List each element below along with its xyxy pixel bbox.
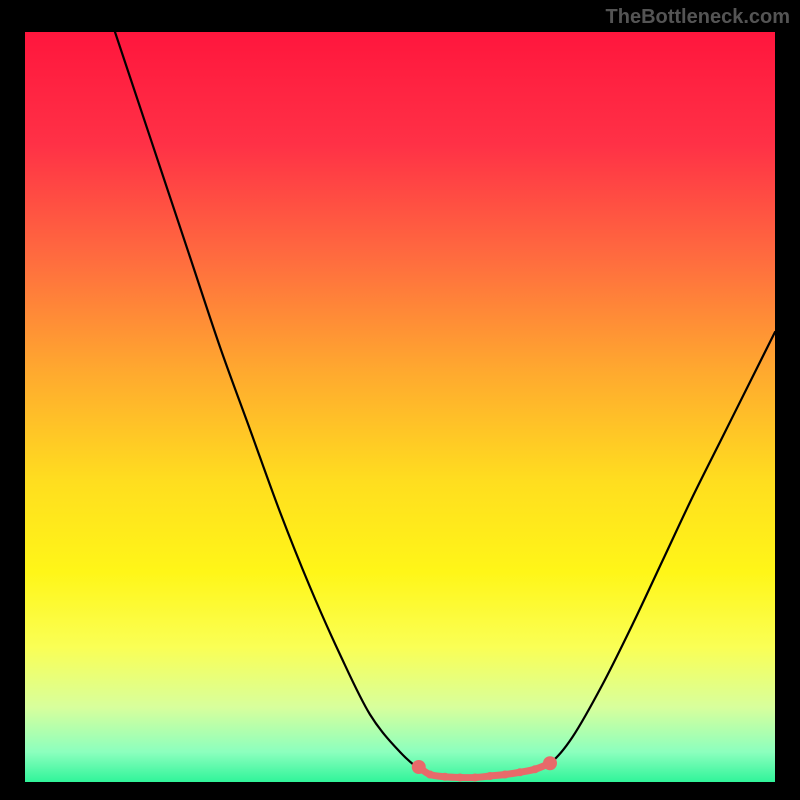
watermark-text: TheBottleneck.com	[606, 6, 790, 29]
chart-container: TheBottleneck.com	[0, 0, 800, 800]
highlight-marker	[456, 774, 464, 782]
highlight-marker	[486, 772, 494, 780]
highlight-marker	[426, 771, 434, 779]
highlight-marker	[441, 773, 449, 781]
bottleneck-chart	[0, 0, 800, 800]
highlight-marker	[412, 760, 426, 774]
highlight-marker	[471, 774, 479, 782]
highlight-marker	[543, 756, 557, 770]
highlight-marker	[501, 771, 509, 779]
highlight-marker	[516, 768, 524, 776]
plot-background	[25, 32, 775, 782]
highlight-marker	[531, 765, 539, 773]
